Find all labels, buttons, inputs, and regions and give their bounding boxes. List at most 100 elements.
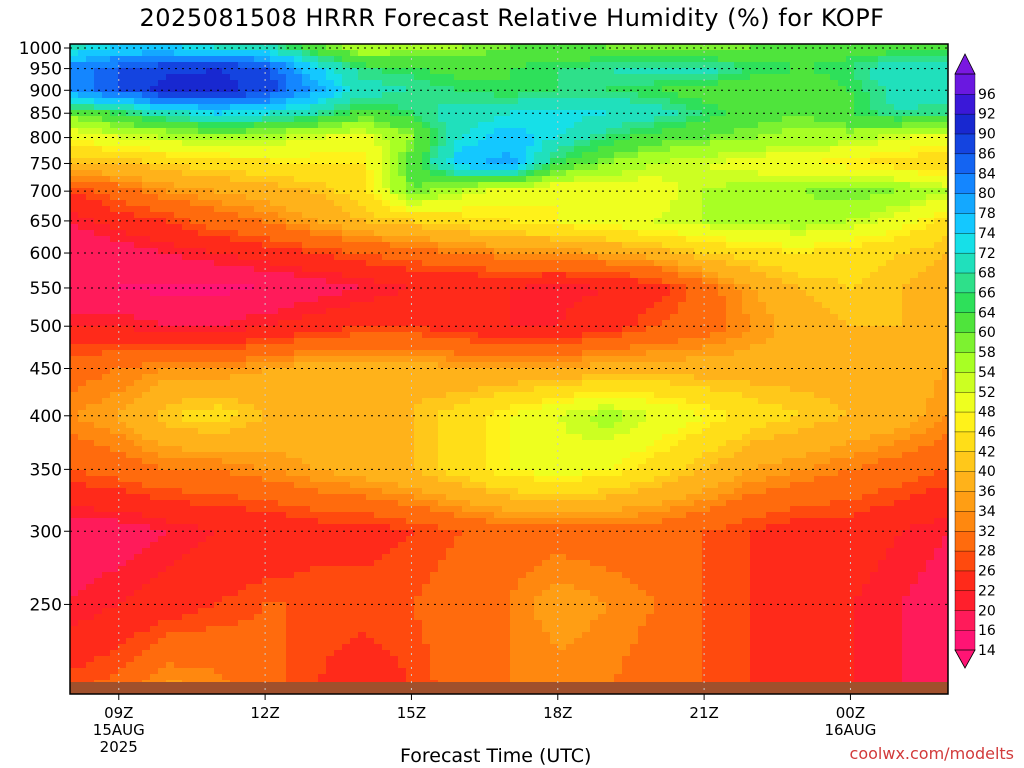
heatmap-cell bbox=[374, 302, 383, 309]
heatmap-cell bbox=[206, 140, 215, 147]
heatmap-cell bbox=[710, 152, 719, 159]
heatmap-cell bbox=[326, 254, 335, 261]
heatmap-cell bbox=[462, 230, 471, 237]
heatmap-cell bbox=[198, 128, 207, 135]
heatmap-cell bbox=[222, 80, 231, 87]
heatmap-cell bbox=[526, 242, 535, 249]
heatmap-cell bbox=[894, 170, 903, 177]
heatmap-cell bbox=[838, 236, 847, 243]
heatmap-cell bbox=[350, 266, 359, 273]
heatmap-cell bbox=[366, 140, 375, 147]
heatmap-cell bbox=[406, 242, 415, 249]
heatmap-cell bbox=[654, 62, 663, 69]
heatmap-cell bbox=[686, 194, 695, 201]
heatmap-cell bbox=[926, 260, 935, 267]
heatmap-cell bbox=[310, 308, 319, 315]
heatmap-cell bbox=[502, 92, 511, 99]
heatmap-cell bbox=[830, 140, 839, 147]
heatmap-cell bbox=[294, 290, 303, 297]
heatmap-cell bbox=[390, 182, 399, 189]
heatmap-cell bbox=[262, 194, 271, 201]
heatmap-cell bbox=[702, 272, 711, 279]
heatmap-cell bbox=[286, 56, 295, 63]
heatmap-cell bbox=[398, 194, 407, 201]
heatmap-cell bbox=[902, 302, 911, 309]
heatmap-cell bbox=[270, 104, 279, 111]
heatmap-cell bbox=[430, 302, 439, 309]
heatmap-cell bbox=[350, 194, 359, 201]
heatmap-cell bbox=[918, 194, 927, 201]
heatmap-cell bbox=[638, 140, 647, 147]
heatmap-cell bbox=[638, 290, 647, 297]
heatmap-cell bbox=[750, 218, 759, 225]
heatmap-cell bbox=[190, 308, 199, 315]
heatmap-cell bbox=[134, 296, 143, 303]
heatmap-cell bbox=[342, 182, 351, 189]
heatmap-cell bbox=[334, 212, 343, 219]
heatmap-cell bbox=[854, 170, 863, 177]
heatmap-cell bbox=[262, 122, 271, 129]
heatmap-cell bbox=[942, 176, 948, 183]
heatmap-cell bbox=[486, 158, 495, 165]
heatmap-cell bbox=[734, 242, 743, 249]
heatmap-cell bbox=[670, 134, 679, 141]
heatmap-cell bbox=[94, 62, 103, 69]
heatmap-cell bbox=[558, 254, 567, 261]
heatmap-cell bbox=[926, 146, 935, 153]
heatmap-cell bbox=[814, 62, 823, 69]
heatmap-cell bbox=[918, 308, 927, 315]
heatmap-cell bbox=[566, 206, 575, 213]
heatmap-cell bbox=[910, 188, 919, 195]
heatmap-cell bbox=[726, 290, 735, 297]
heatmap-cell bbox=[878, 182, 887, 189]
heatmap-cell bbox=[534, 194, 543, 201]
heatmap-cell bbox=[598, 140, 607, 147]
heatmap-cell bbox=[830, 266, 839, 273]
heatmap-cell bbox=[406, 206, 415, 213]
heatmap-cell bbox=[758, 206, 767, 213]
heatmap-cell bbox=[318, 284, 327, 291]
heatmap-cell bbox=[822, 68, 831, 75]
heatmap-cell bbox=[678, 74, 687, 81]
heatmap-cell bbox=[742, 194, 751, 201]
heatmap-cell bbox=[502, 302, 511, 309]
heatmap-cell bbox=[894, 278, 903, 285]
heatmap-cell bbox=[342, 188, 351, 195]
heatmap-cell bbox=[238, 266, 247, 273]
heatmap-cell bbox=[406, 98, 415, 105]
heatmap-cell bbox=[342, 104, 351, 111]
heatmap-cell bbox=[566, 266, 575, 273]
heatmap-cell bbox=[318, 254, 327, 261]
heatmap-cell bbox=[702, 74, 711, 81]
heatmap-cell bbox=[454, 56, 463, 63]
heatmap-cell bbox=[782, 116, 791, 123]
heatmap-cell bbox=[334, 296, 343, 303]
heatmap-cell bbox=[502, 266, 511, 273]
heatmap-cell bbox=[534, 242, 543, 249]
heatmap-cell bbox=[894, 116, 903, 123]
heatmap-cell bbox=[838, 44, 847, 51]
heatmap-cell bbox=[70, 92, 79, 99]
heatmap-cell bbox=[358, 260, 367, 267]
heatmap-cell bbox=[486, 278, 495, 285]
heatmap-cell bbox=[814, 230, 823, 237]
heatmap-cell bbox=[334, 110, 343, 117]
heatmap-cell bbox=[70, 200, 79, 207]
heatmap-cell bbox=[702, 98, 711, 105]
heatmap-cell bbox=[278, 188, 287, 195]
heatmap-cell bbox=[262, 74, 271, 81]
heatmap-cell bbox=[286, 164, 295, 171]
heatmap-cell bbox=[374, 194, 383, 201]
heatmap-cell bbox=[902, 254, 911, 261]
heatmap-cell bbox=[630, 308, 639, 315]
heatmap-cell bbox=[590, 44, 599, 51]
heatmap-cell bbox=[358, 242, 367, 249]
heatmap-cell bbox=[366, 86, 375, 93]
heatmap-cell bbox=[358, 152, 367, 159]
heatmap-cell bbox=[462, 98, 471, 105]
heatmap-cell bbox=[246, 200, 255, 207]
heatmap-cell bbox=[158, 302, 167, 309]
heatmap-cell bbox=[566, 170, 575, 177]
heatmap-cell bbox=[726, 218, 735, 225]
heatmap-cell bbox=[782, 230, 791, 237]
